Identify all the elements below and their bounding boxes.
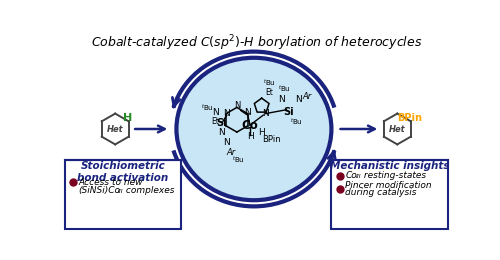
Text: Mechanistic insights: Mechanistic insights xyxy=(330,161,450,171)
Text: $^t$Bu: $^t$Bu xyxy=(201,102,214,113)
Text: N: N xyxy=(212,108,218,116)
Text: $\bf{\it{Cobalt\text{-}catalyzed\ C(sp^2)\text{-}H\ borylation\ of\ heterocycles: $\bf{\it{Cobalt\text{-}catalyzed\ C(sp^2… xyxy=(90,34,422,53)
FancyBboxPatch shape xyxy=(332,160,448,229)
Text: H: H xyxy=(123,113,132,123)
Text: Access to new: Access to new xyxy=(79,178,144,187)
Text: $^t$Bu: $^t$Bu xyxy=(278,83,291,94)
Text: Co: Co xyxy=(242,119,258,132)
Text: H: H xyxy=(246,132,254,141)
Text: $^t$Bu: $^t$Bu xyxy=(232,154,245,165)
Text: Stoichiometric
bond activation: Stoichiometric bond activation xyxy=(78,161,168,183)
Text: resting-states: resting-states xyxy=(361,171,426,180)
Ellipse shape xyxy=(176,58,332,200)
FancyBboxPatch shape xyxy=(65,160,181,229)
Text: Ar: Ar xyxy=(226,148,235,157)
Text: $^t$Bu: $^t$Bu xyxy=(290,116,303,127)
Text: Et: Et xyxy=(211,117,219,126)
Text: complexes: complexes xyxy=(123,186,174,195)
Text: N: N xyxy=(296,95,302,104)
Text: Het: Het xyxy=(389,125,406,134)
Text: N: N xyxy=(278,95,284,104)
Text: BPin: BPin xyxy=(262,135,280,144)
Text: during catalysis: during catalysis xyxy=(346,188,417,197)
Text: Si: Si xyxy=(216,118,226,128)
Text: N: N xyxy=(218,128,225,137)
Text: $^t$Bu: $^t$Bu xyxy=(263,77,276,88)
Text: Si: Si xyxy=(284,107,294,117)
Text: Ar: Ar xyxy=(302,92,311,101)
Text: N: N xyxy=(224,109,230,118)
Text: BPin: BPin xyxy=(397,113,422,123)
Text: Co: Co xyxy=(346,171,357,180)
Text: H: H xyxy=(258,128,265,137)
Text: N: N xyxy=(262,109,269,118)
Text: III: III xyxy=(356,174,361,179)
Text: Pincer modification: Pincer modification xyxy=(346,181,432,191)
Text: Het: Het xyxy=(107,125,124,134)
Text: N: N xyxy=(244,108,251,116)
Text: N: N xyxy=(234,101,240,110)
Text: III: III xyxy=(118,189,124,194)
Text: N: N xyxy=(224,138,230,147)
Text: (SiNSi)Co: (SiNSi)Co xyxy=(79,186,121,195)
Text: Et: Et xyxy=(266,88,274,96)
